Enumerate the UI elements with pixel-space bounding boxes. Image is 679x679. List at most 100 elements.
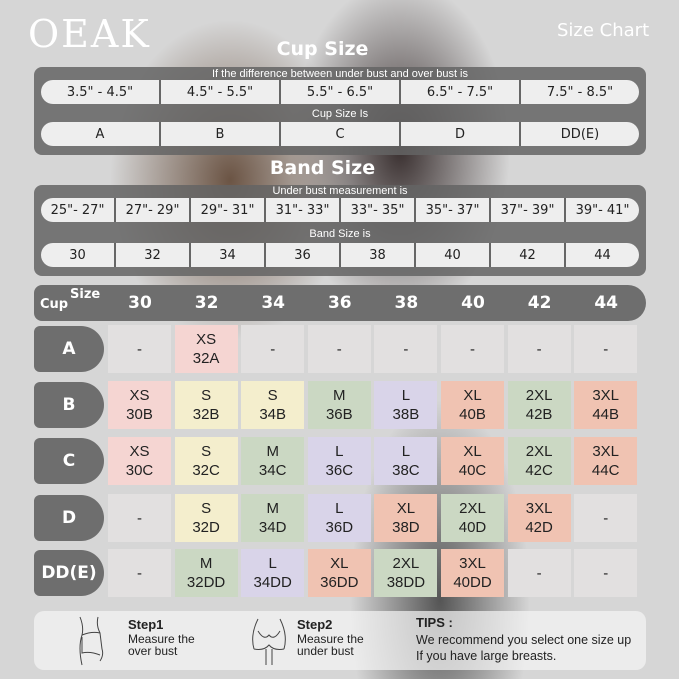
size-label: S (201, 443, 212, 460)
size-label: - (603, 564, 609, 582)
size-label: - (137, 564, 142, 582)
size-label: - (336, 340, 342, 358)
tips-line1: We recommend you select one size up (416, 633, 632, 647)
cup-letter-row: A B C D DD(E) (41, 122, 639, 146)
band-number-cell: 40 (414, 243, 489, 267)
size-code: 44C (591, 462, 620, 479)
size-code: 38C (392, 462, 420, 479)
row-label-d: D (34, 495, 104, 541)
cup-letter-cell: C (279, 122, 399, 146)
diff-label: If the difference between under bust and… (211, 68, 469, 80)
size-cell: M 36B (307, 381, 371, 429)
row-label-c: C (34, 438, 104, 484)
tips-line2: If you have large breasts. (416, 649, 557, 663)
size-cell: S 32D (174, 494, 238, 542)
size-cell: M 34D (241, 494, 305, 542)
size-code: 36DD (320, 574, 359, 591)
column-header-38: 38 (394, 293, 419, 313)
size-label: - (536, 564, 542, 582)
band-label: Band Size is (309, 228, 371, 240)
size-label: - (137, 509, 142, 527)
size-cell: - (108, 494, 171, 542)
size-code: 40B (459, 406, 486, 423)
band-range-cell: 27"- 29" (114, 198, 189, 222)
step2-title: Step2 (297, 617, 333, 632)
band-range-cell: 35"- 37" (414, 198, 489, 222)
size-code: 36D (325, 519, 354, 536)
cup-range-cell: 3.5" - 4.5" (66, 84, 134, 100)
size-label: - (603, 340, 609, 358)
size-cell: XL 36DD (307, 549, 371, 597)
size-cell: M 32DD (174, 549, 238, 597)
tips-title: TIPS : (416, 615, 453, 630)
size-cell: S 32B (174, 381, 238, 429)
size-label: S (201, 387, 212, 404)
size-label: 3XL (525, 500, 553, 517)
band-range-cell: 25"- 27" (50, 202, 105, 218)
size-label: M (266, 500, 279, 517)
size-cell: 3XL 44B (574, 381, 638, 429)
size-code: 42C (525, 462, 553, 479)
cup-range-cell: 5.5" - 6.5" (279, 80, 399, 104)
tips-text: We recommend you select one size up If yo… (416, 632, 631, 664)
step2-text: Measure the under bust (297, 633, 364, 657)
size-code: 40DD (453, 574, 492, 591)
size-cell: - (241, 325, 305, 373)
size-cell: - (441, 325, 504, 373)
band-range-cell: 39"- 41" (564, 198, 639, 222)
size-code: 34B (259, 406, 287, 423)
size-cell: XS 30B (108, 381, 171, 429)
size-label: - (603, 509, 609, 527)
step1-line1: Measure the (128, 632, 195, 646)
size-code: 34C (258, 462, 287, 479)
step1-line2: over bust (128, 644, 178, 658)
instructions-panel: Step1 Measure the over bust Step2 Measure… (34, 611, 646, 670)
band-number-cell: 32 (114, 243, 189, 267)
size-label: L (401, 443, 411, 460)
size-cell: - (307, 325, 371, 373)
corner-cup-label: Cup (40, 297, 69, 312)
size-label: - (137, 340, 142, 358)
band-number-cell: 34 (189, 243, 264, 267)
size-label: L (335, 443, 344, 460)
page-heading: Size Chart (557, 20, 650, 41)
size-label: 3XL (459, 555, 486, 572)
size-label: L (268, 555, 277, 572)
size-label: 2XL (459, 500, 486, 517)
size-label: XL (463, 387, 482, 404)
size-code: 42D (525, 519, 553, 536)
size-label: M (199, 555, 213, 572)
size-label: - (536, 340, 542, 358)
band-size-title: Band Size (269, 157, 376, 179)
band-number-cell: 38 (339, 243, 414, 267)
size-label: XL (330, 555, 349, 572)
size-cell: XS 30C (108, 437, 171, 485)
cup-letter-cell: DD(E) (519, 122, 639, 146)
step2-line2: under bust (297, 644, 354, 658)
size-cell: L 38B (374, 381, 438, 429)
column-header-40: 40 (461, 293, 485, 313)
size-code: 44B (592, 406, 620, 423)
size-cell: XL 40B (441, 381, 504, 429)
row-label-b: B (34, 382, 104, 428)
size-label: S (267, 387, 278, 404)
size-cell: L 38C (374, 437, 438, 485)
size-label: 2XL (392, 555, 420, 572)
size-code: 30B (126, 406, 153, 423)
size-label: M (266, 443, 279, 460)
size-code: 38DD (386, 574, 426, 591)
size-cell: L 36D (307, 494, 371, 542)
size-code: 42B (525, 406, 553, 423)
size-cell: XS 32A (174, 325, 238, 373)
size-cell: - (574, 494, 638, 542)
size-cell: 2XL 38DD (374, 549, 438, 597)
size-code: 38D (392, 519, 420, 536)
size-code: 32B (192, 406, 220, 423)
band-range-cell: 29"- 31" (189, 198, 264, 222)
size-code: 34DD (253, 574, 292, 591)
size-label: L (401, 387, 411, 404)
size-label: XL (463, 443, 482, 460)
band-number-row: 30 32 34 36 38 40 42 44 (41, 243, 639, 267)
band-range-row: 25"- 27" 27"- 29" 29"- 31" 31"- 33" 33"- 35"… (41, 198, 639, 222)
size-cell: S 32C (174, 437, 238, 485)
